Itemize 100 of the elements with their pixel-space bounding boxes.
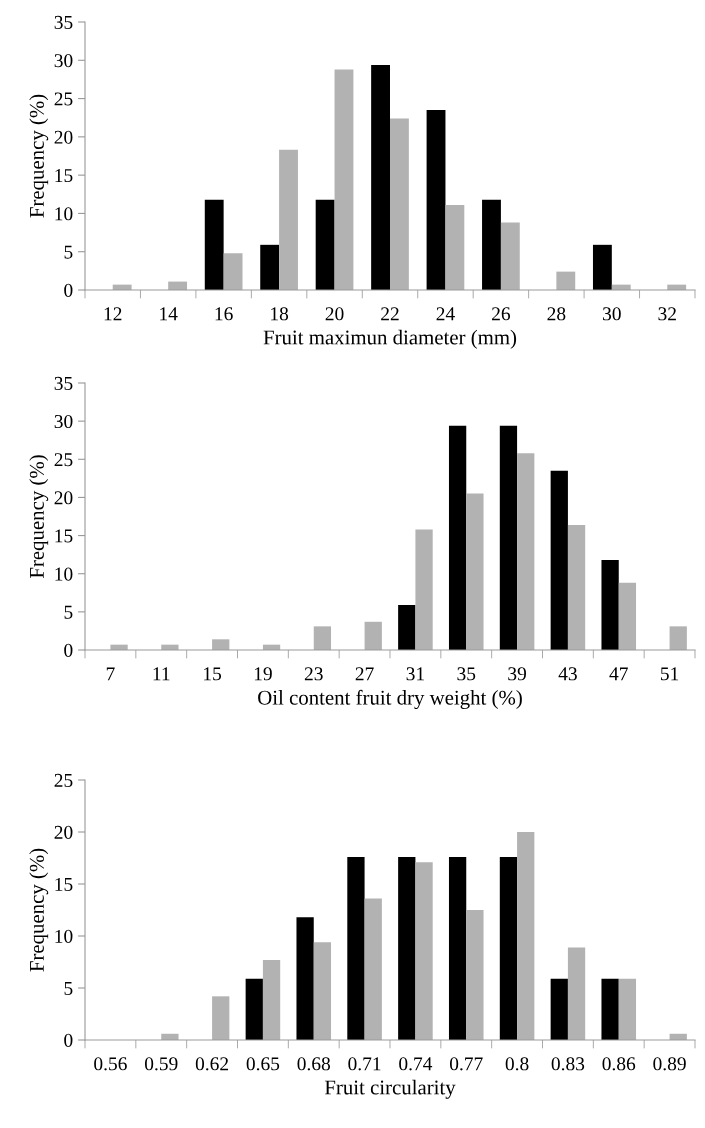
bar — [618, 582, 637, 650]
y-tick-label: 20 — [54, 130, 73, 144]
x-tick-label: 19 — [254, 667, 272, 681]
bar — [390, 118, 409, 290]
bar — [279, 149, 298, 290]
bar — [448, 425, 467, 650]
bar — [364, 898, 382, 1040]
y-tick-label: 25 — [54, 773, 73, 787]
x-tick-label: 39 — [508, 667, 527, 681]
x-axis-title: Fruit maximun diameter (mm) — [263, 329, 517, 349]
bar — [499, 856, 518, 1040]
x-tick-label: 0.89 — [653, 1057, 686, 1071]
bar — [466, 910, 484, 1040]
y-tick-label: 15 — [55, 169, 73, 183]
x-tick-label: 23 — [304, 667, 323, 681]
y-axis-title: Frequency (%) — [29, 94, 49, 218]
y-tick-label: 25 — [54, 92, 73, 106]
x-axis-title: Oil content fruit dry weight (%) — [258, 689, 522, 710]
x-tick-label: 26 — [492, 307, 511, 321]
x-tick-label: 0.86 — [602, 1057, 636, 1071]
bar — [550, 978, 568, 1040]
bar — [466, 493, 484, 650]
y-tick-label: 30 — [54, 54, 73, 68]
bar — [567, 524, 586, 650]
x-tick-label: 28 — [547, 307, 566, 321]
x-tick-label: 47 — [609, 667, 628, 681]
x-tick-label: 43 — [558, 667, 577, 681]
y-tick-label: 20 — [54, 825, 73, 839]
bar — [415, 862, 433, 1040]
x-tick-label: 0.65 — [246, 1057, 280, 1071]
y-tick-label: 0 — [64, 643, 73, 657]
x-tick-label: 0.8 — [505, 1057, 529, 1071]
x-tick-label: 20 — [325, 307, 344, 321]
x-tick-label: 0.77 — [449, 1057, 483, 1071]
bar — [517, 832, 535, 1040]
y-tick-label: 15 — [55, 877, 73, 891]
x-tick-label: 30 — [603, 307, 621, 321]
bar — [204, 199, 224, 290]
y-tick-label: 10 — [55, 929, 73, 943]
y-axis-title: Frequency (%) — [29, 455, 49, 579]
x-tick-label: 11 — [153, 667, 170, 681]
x-tick-label: 0.74 — [399, 1057, 433, 1071]
bar — [669, 626, 687, 650]
y-tick-label: 10 — [55, 207, 73, 221]
bar — [426, 110, 446, 290]
bar — [448, 856, 467, 1040]
bar — [482, 199, 501, 290]
bar — [260, 244, 280, 290]
x-tick-label: 0.68 — [297, 1057, 331, 1071]
x-tick-label: 18 — [271, 307, 289, 321]
bar — [500, 222, 520, 290]
y-tick-label: 25 — [54, 453, 73, 467]
bar — [415, 529, 433, 650]
x-tick-label: 27 — [355, 667, 374, 681]
bar — [334, 69, 354, 290]
x-tick-label: 16 — [215, 307, 233, 321]
bar — [245, 978, 263, 1040]
bar — [212, 639, 230, 650]
x-tick-label: 24 — [436, 307, 455, 321]
bar — [398, 604, 416, 650]
x-tick-label: 32 — [658, 307, 676, 321]
y-tick-label: 35 — [54, 376, 73, 390]
x-tick-label: 0.62 — [195, 1057, 229, 1071]
bar — [499, 425, 518, 650]
x-tick-label: 0.59 — [144, 1057, 178, 1071]
x-axis-title: Fruit circularity — [324, 1079, 456, 1099]
y-tick-label: 15 — [55, 529, 73, 543]
bar — [315, 199, 335, 290]
x-tick-label: 12 — [104, 307, 122, 321]
x-tick-label: 7 — [106, 667, 115, 681]
bar — [364, 621, 382, 650]
bar — [592, 244, 612, 290]
bar — [371, 64, 390, 290]
y-tick-label: 10 — [55, 567, 73, 581]
x-tick-label: 0.71 — [348, 1057, 381, 1071]
x-tick-label: 0.83 — [551, 1057, 585, 1071]
x-tick-label: 0.56 — [94, 1057, 127, 1071]
bar — [212, 996, 230, 1040]
bar — [601, 978, 619, 1040]
bar — [262, 959, 281, 1040]
bar — [601, 559, 619, 650]
bar — [296, 917, 314, 1040]
bar — [398, 856, 416, 1040]
bar — [313, 942, 332, 1040]
bar — [556, 271, 576, 290]
y-tick-label: 0 — [64, 283, 73, 297]
x-tick-label: 14 — [160, 307, 178, 321]
y-tick-label: 35 — [54, 15, 73, 29]
x-tick-label: 22 — [381, 307, 399, 321]
y-tick-label: 0 — [64, 1033, 73, 1047]
bar — [567, 947, 586, 1040]
y-tick-label: 5 — [64, 982, 73, 995]
y-axis-title: Frequency (%) — [29, 848, 49, 972]
bar — [445, 205, 465, 290]
x-tick-label: 35 — [457, 667, 476, 681]
bar — [550, 470, 568, 650]
y-tick-label: 5 — [64, 245, 73, 259]
bar — [313, 626, 332, 650]
y-tick-label: 30 — [54, 414, 73, 429]
bar — [347, 856, 365, 1040]
